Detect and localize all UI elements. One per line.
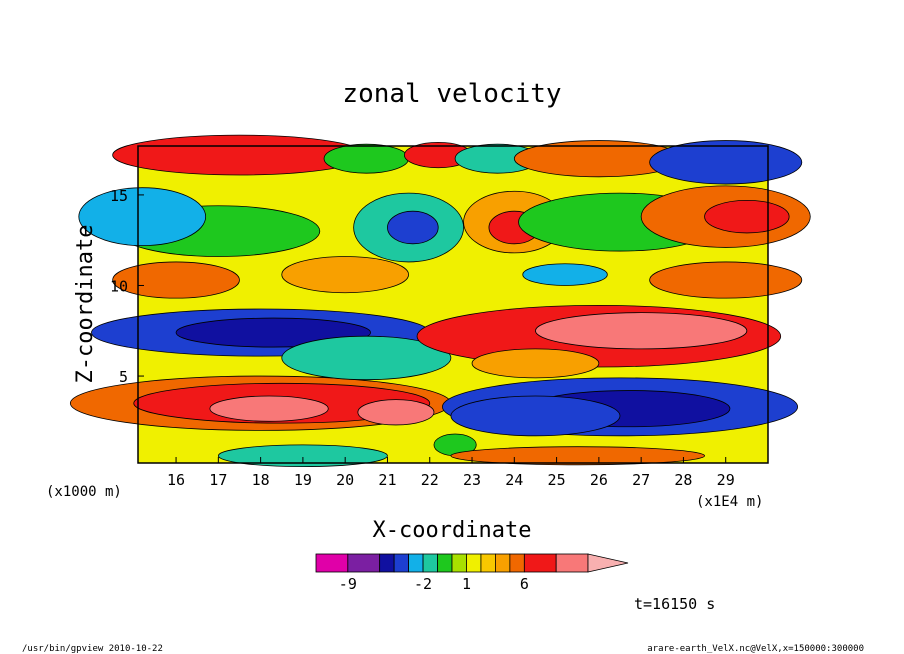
- contour-region: [535, 312, 748, 350]
- x-tick-label: 19: [294, 471, 312, 489]
- colorbar-segment: [393, 553, 409, 573]
- x-tick-label: 22: [421, 471, 439, 489]
- colorbar-segment: [466, 553, 482, 573]
- contour-region: [323, 143, 410, 174]
- x-tick-label: 20: [336, 471, 354, 489]
- colorbar-segment: [408, 553, 424, 573]
- x-tick-label: 21: [378, 471, 396, 489]
- x-unit-right: (x1E4 m): [696, 494, 763, 510]
- x-tick-label: 24: [505, 471, 523, 489]
- colorbar-segment: [347, 553, 381, 573]
- colorbar-segment: [379, 553, 395, 573]
- colorbar-segment: [437, 553, 453, 573]
- y-axis-label: Z-coordinate: [73, 225, 98, 384]
- x-unit-left: (x1000 m): [46, 484, 122, 500]
- x-tick-label: 17: [209, 471, 227, 489]
- contour-region: [649, 140, 803, 185]
- time-label: t=16150 s: [634, 595, 715, 613]
- contour-region: [450, 446, 705, 466]
- colorbar-segment: [495, 553, 511, 573]
- contour-region: [281, 335, 452, 381]
- colorbar-tick-label: 1: [462, 575, 471, 593]
- y-tick-label: 5: [119, 368, 128, 386]
- contour-field: [69, 134, 811, 468]
- x-tick-label: 26: [590, 471, 608, 489]
- colorbar-tick-label: 6: [520, 575, 529, 593]
- footer-left: /usr/bin/gpview 2010-10-22: [22, 644, 163, 654]
- footer-right: arare-earth_VelX.nc@VelX,x=150000:300000: [647, 644, 864, 654]
- contour-region: [471, 348, 600, 379]
- contour-region: [450, 395, 621, 437]
- contour-region: [281, 256, 410, 294]
- colorbar-tick-label: -2: [414, 575, 432, 593]
- colorbar-segment: [480, 553, 496, 573]
- contour-region: [704, 199, 790, 234]
- contour-region: [649, 261, 803, 299]
- colorbar-arrow: [587, 553, 629, 573]
- contour-region: [357, 399, 435, 426]
- y-axis-ticks: 5 10 15: [110, 187, 144, 386]
- y-tick-label: 15: [110, 187, 128, 205]
- x-tick-label: 29: [717, 471, 735, 489]
- x-tick-label: 18: [252, 471, 270, 489]
- contour-region: [209, 395, 329, 422]
- colorbar-segment: [451, 553, 467, 573]
- contour-region: [522, 263, 608, 286]
- contour-region: [78, 187, 207, 247]
- x-tick-label: 28: [674, 471, 692, 489]
- x-tick-label: 23: [463, 471, 481, 489]
- colorbar-segment: [509, 553, 525, 573]
- colorbar-segment: [555, 553, 589, 573]
- x-tick-label: 16: [167, 471, 185, 489]
- chart-title: zonal velocity: [342, 79, 561, 109]
- colorbar-tick-label: -9: [339, 575, 357, 593]
- colorbar-segment: [422, 553, 438, 573]
- y-tick-label: 10: [110, 277, 128, 295]
- colorbar: [315, 553, 629, 573]
- x-axis-label: X-coordinate: [373, 518, 532, 543]
- colorbar-segment: [315, 553, 349, 573]
- plot-frame: [137, 145, 769, 464]
- x-tick-label: 27: [632, 471, 650, 489]
- colorbar-tick-labels: -9 -2 1 6: [339, 575, 529, 593]
- colorbar-segment: [523, 553, 557, 573]
- x-tick-label: 25: [548, 471, 566, 489]
- x-axis-ticks: 16 17 18 19 20 21 22 23 24 25 26 27 28 29: [167, 457, 735, 489]
- contour-region: [112, 261, 240, 299]
- contour-region: [387, 210, 439, 245]
